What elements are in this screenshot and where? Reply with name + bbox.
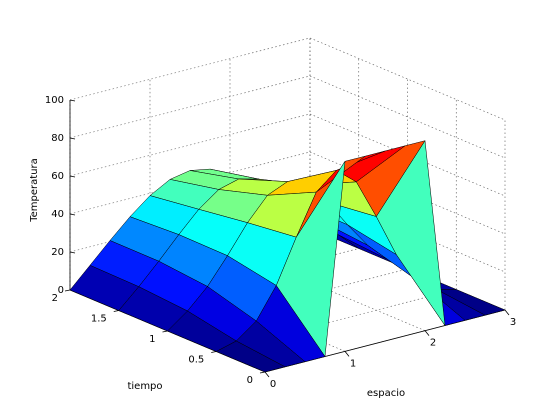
x-tick-label: 0 — [270, 379, 276, 390]
x-tick — [504, 309, 510, 316]
x-tick-label: 2 — [430, 338, 436, 349]
grid-line — [69, 113, 311, 177]
grid-line — [309, 151, 506, 235]
x-tick — [344, 351, 350, 357]
y-tick — [162, 330, 168, 333]
grid-line — [309, 37, 506, 121]
z-tick-label: 0 — [58, 285, 64, 296]
z-tick — [69, 213, 76, 216]
surface-patch — [215, 340, 286, 373]
grid-line — [69, 151, 311, 215]
y-tick-label: 1.5 — [91, 314, 107, 325]
z-tick-label: 80 — [51, 133, 64, 144]
y-tick-label: 1 — [149, 334, 155, 345]
grid-line — [69, 37, 311, 101]
y-tick-label: 0 — [247, 375, 253, 386]
z-tick — [69, 137, 76, 140]
z-tick — [69, 251, 76, 254]
z-axis-label: Temperatura — [29, 158, 40, 223]
x-tick-label: 1 — [350, 358, 356, 369]
x-tick-label: 3 — [510, 317, 516, 328]
y-tick — [211, 351, 217, 353]
x-tick — [264, 371, 270, 378]
grid-line — [309, 189, 506, 273]
z-tick — [69, 99, 76, 102]
z-tick-label: 40 — [51, 209, 64, 220]
z-tick-label: 60 — [51, 171, 64, 182]
y-axis-label: tiempo — [127, 381, 162, 392]
y-tick — [64, 289, 71, 292]
z-tick-label: 100 — [45, 95, 64, 106]
z-tick — [69, 175, 76, 178]
grid-line — [309, 113, 506, 197]
y-tick-label: 2 — [52, 293, 58, 304]
x-tick — [424, 330, 430, 336]
z-tick-label: 20 — [51, 247, 64, 258]
grid-line — [69, 75, 311, 139]
y-tick-label: 0.5 — [188, 355, 204, 366]
y-tick — [113, 310, 119, 312]
y-tick — [259, 371, 266, 374]
grid-line — [309, 75, 506, 159]
x-axis-label: espacio — [367, 388, 405, 399]
